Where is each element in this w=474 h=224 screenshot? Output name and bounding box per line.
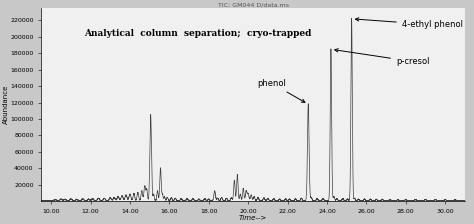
X-axis label: Time-->: Time-->	[239, 215, 267, 221]
Text: phenol: phenol	[257, 79, 305, 102]
Text: p-cresol: p-cresol	[335, 49, 429, 66]
Text: Analytical  column  separation;  cryo-trapped: Analytical column separation; cryo-trapp…	[84, 29, 311, 38]
Text: 4-ethyl phenol: 4-ethyl phenol	[356, 18, 463, 29]
Title: TIC: GM044 D/data.ms: TIC: GM044 D/data.ms	[218, 3, 289, 8]
Y-axis label: Abundance: Abundance	[3, 85, 9, 124]
